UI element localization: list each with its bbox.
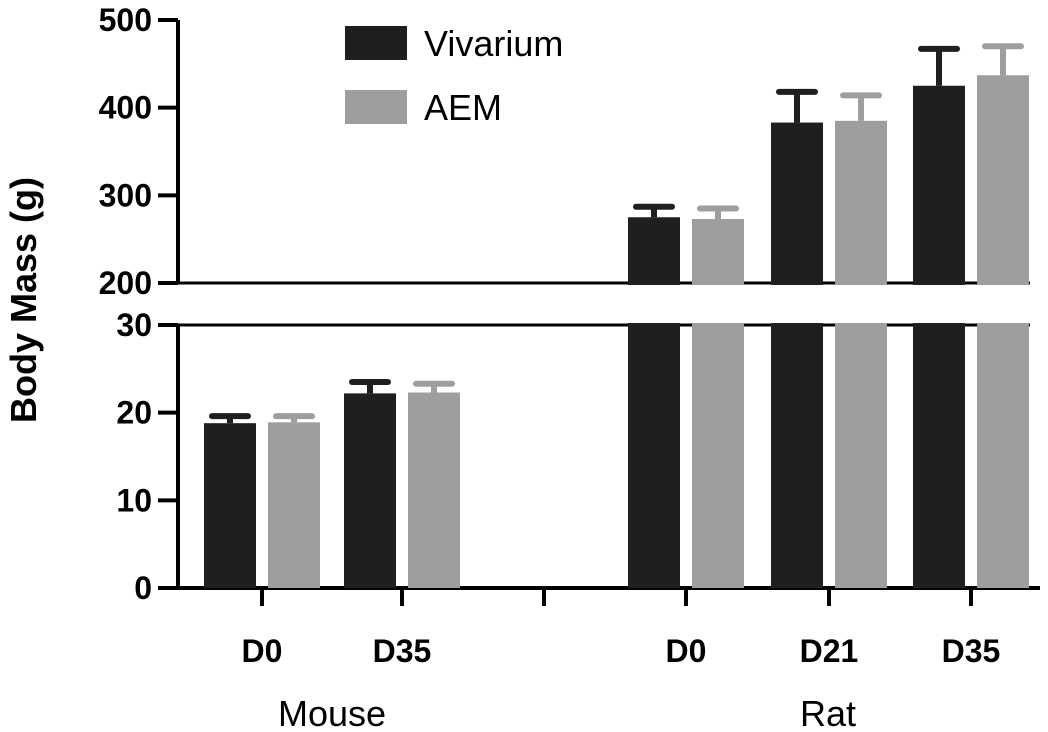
y-tick-label: 300 xyxy=(99,177,152,213)
legend-swatch-vivarium xyxy=(345,26,407,60)
legend: Vivarium AEM xyxy=(345,23,563,128)
legend-swatch-aem xyxy=(345,90,407,124)
axis-break-gap xyxy=(600,285,1040,323)
bar-aem-3 xyxy=(835,120,887,589)
bar-vivarium-2 xyxy=(628,217,680,588)
group-label: Mouse xyxy=(278,693,386,732)
y-tick-label: 200 xyxy=(99,265,152,301)
bar-vivarium-0 xyxy=(204,423,256,588)
bar-aem-0 xyxy=(268,422,320,588)
bar-vivarium-3 xyxy=(771,122,823,588)
y-tick-label: 20 xyxy=(116,395,152,431)
bar-vivarium-1 xyxy=(344,393,396,588)
y-tick-label: 500 xyxy=(99,2,152,38)
x-axis-labels: D0 D35 D0 D21 D35 Mouse Rat xyxy=(242,588,1001,732)
bars-layer xyxy=(181,75,1040,589)
bar-vivarium-4 xyxy=(913,85,965,588)
axis-break-gap-left xyxy=(181,285,201,323)
error-bars-layer xyxy=(209,43,1024,424)
x-category-label: D35 xyxy=(942,633,1001,669)
bar-aem-1 xyxy=(408,392,460,588)
legend-label: Vivarium xyxy=(424,23,563,64)
legend-label: AEM xyxy=(424,87,502,128)
y-tick-label: 0 xyxy=(134,570,152,606)
y-tick-label: 30 xyxy=(116,307,152,343)
x-category-label: D0 xyxy=(666,633,707,669)
x-category-label: D35 xyxy=(373,633,432,669)
y-tick-label: 400 xyxy=(99,90,152,126)
group-label: Rat xyxy=(800,693,856,732)
y-axis-title: Body Mass (g) xyxy=(3,177,44,423)
bar-aem-4 xyxy=(977,75,1029,589)
y-tick-label: 10 xyxy=(116,482,152,518)
y-axis-label: Body Mass (g) xyxy=(3,177,44,423)
x-category-label: D21 xyxy=(800,633,859,669)
bar-aem-2 xyxy=(692,219,744,588)
x-category-label: D0 xyxy=(242,633,283,669)
